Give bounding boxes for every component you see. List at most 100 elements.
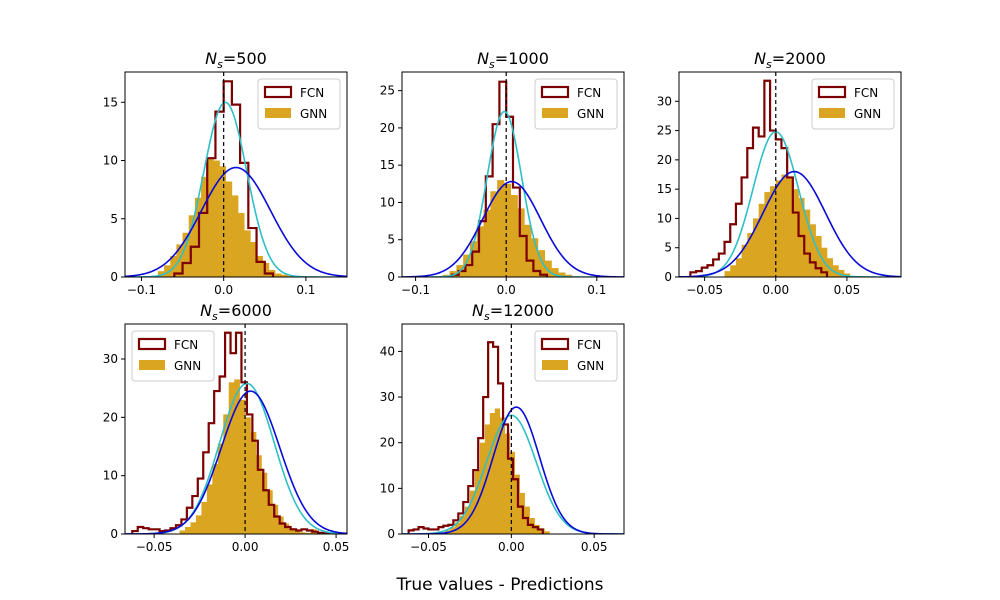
gnn-bar <box>476 226 484 277</box>
fcn-step-histogram <box>407 341 544 534</box>
gnn-bar <box>758 203 765 277</box>
gnn-bar <box>747 233 754 277</box>
x-tick-label: 0.00 <box>232 540 259 554</box>
subplot-5: −0.05 0.00 0.05 0 10 20 30 40 Ns=12000 FCN GNN <box>380 301 625 554</box>
subplot-title: Ns=12000 <box>472 301 554 323</box>
y-tick-label: 30 <box>380 390 395 404</box>
legend-fcn-label: FCN <box>854 86 878 100</box>
gnn-bar <box>262 263 270 277</box>
y-tick-label: 15 <box>103 95 118 109</box>
gnn-bar <box>288 528 295 534</box>
gnn-bar <box>781 174 788 277</box>
gnn-bar <box>261 472 268 534</box>
gnn-bar <box>809 224 816 277</box>
y-tick-label: 5 <box>664 241 672 255</box>
legend-gnn-label: GNN <box>577 107 604 121</box>
gnn-bar <box>775 180 782 277</box>
legend: FCN GNN <box>534 78 618 130</box>
gnn-bar <box>164 265 171 277</box>
gnn-gaussian-fit <box>125 166 347 277</box>
gnn-gaussian-fit <box>679 170 901 277</box>
gnn-bar <box>503 183 512 277</box>
gnn-bar <box>206 484 213 534</box>
legend-gnn-swatch <box>139 360 165 370</box>
subplot-title: Ns=2000 <box>754 49 826 71</box>
gnn-bar <box>517 208 525 277</box>
gnn-bar <box>798 197 805 277</box>
gnn-bar <box>469 241 478 277</box>
gnn-bar <box>201 501 208 534</box>
y-tick-label: 5 <box>387 233 395 247</box>
y-tick-label: 10 <box>103 469 118 483</box>
gnn-bar <box>157 271 165 277</box>
legend-gnn-label: GNN <box>300 107 327 121</box>
subplot-4: −0.05 0.00 0.05 0 10 20 30 Ns=6000 FCN GNN <box>103 301 350 554</box>
gnn-bar <box>281 274 288 277</box>
gnn-bar <box>838 269 845 277</box>
y-tick-label: 10 <box>103 154 118 168</box>
gnn-bar <box>544 531 550 534</box>
gnn-bar <box>565 274 573 277</box>
fcn-step-histogram <box>450 80 549 277</box>
x-tick-label: 0.1 <box>587 283 606 297</box>
subplot-title: Ns=500 <box>205 49 267 71</box>
gnn-bar <box>182 232 190 277</box>
x-tick-label: −0.1 <box>401 283 430 297</box>
legend-gnn-label: GNN <box>577 359 604 373</box>
y-tick-label: 5 <box>110 212 118 226</box>
gnn-bar <box>223 414 230 534</box>
legend-fcn-swatch <box>540 337 570 351</box>
x-tick-label: −0.05 <box>686 283 723 297</box>
y-tick-label: 10 <box>657 211 672 225</box>
gnn-bar <box>217 443 224 534</box>
gnn-bar <box>499 417 506 534</box>
gnn-bar <box>531 238 539 277</box>
gnn-bar <box>558 272 566 277</box>
x-tick-label: 0.05 <box>323 540 350 554</box>
legend-gnn-swatch <box>819 108 845 118</box>
axes-frame <box>401 71 625 278</box>
subplot-2: −0.1 0.0 0.1 0 5 10 15 20 25 Ns=1000 FCN GNN <box>380 49 625 297</box>
y-tick-label: 25 <box>657 124 672 138</box>
gnn-bar <box>190 522 197 534</box>
fcn-step-histogram <box>689 79 829 277</box>
gnn-bar <box>294 531 300 534</box>
gnn-bar <box>275 273 282 277</box>
gnn-bar <box>231 195 239 277</box>
gnn-bar <box>250 242 257 277</box>
y-tick-label: 0 <box>387 527 395 541</box>
gnn-bar <box>730 265 737 277</box>
gnn-bar <box>228 382 235 534</box>
legend-gnn-swatch <box>542 108 568 118</box>
gnn-bar <box>764 192 771 277</box>
gnn-bar <box>256 256 264 277</box>
gnn-bar <box>244 230 251 277</box>
legend-fcn-swatch <box>137 337 167 351</box>
gnn-bar <box>212 464 219 534</box>
legend-gnn-label: GNN <box>854 107 881 121</box>
legend-fcn-swatch <box>540 85 570 99</box>
legend: FCN GNN <box>131 330 215 382</box>
x-axis-label: True values - Predictions <box>395 575 603 595</box>
plot-area <box>125 324 347 534</box>
axes-frame <box>401 323 625 535</box>
y-tick-label: 25 <box>380 84 395 98</box>
gnn-bar <box>741 244 748 277</box>
x-tick-label: 0.00 <box>762 283 789 297</box>
gnn-bar <box>207 158 214 277</box>
x-tick-label: 0.05 <box>581 540 608 554</box>
x-tick-label: 0.05 <box>834 283 861 297</box>
subplot-title: Ns=1000 <box>477 49 549 71</box>
y-tick-label: 10 <box>380 195 395 209</box>
gnn-bar <box>551 268 559 277</box>
y-tick-label: 30 <box>103 352 118 366</box>
gnn-bar <box>272 504 279 534</box>
y-tick-label: 30 <box>657 94 672 108</box>
gnn-bar <box>815 236 822 277</box>
axes-frame <box>124 323 348 535</box>
gnn-gaussian-fit <box>125 390 347 534</box>
x-tick-label: 0.00 <box>498 540 525 554</box>
gnn-bar <box>179 530 186 534</box>
gnn-bar <box>299 532 306 534</box>
